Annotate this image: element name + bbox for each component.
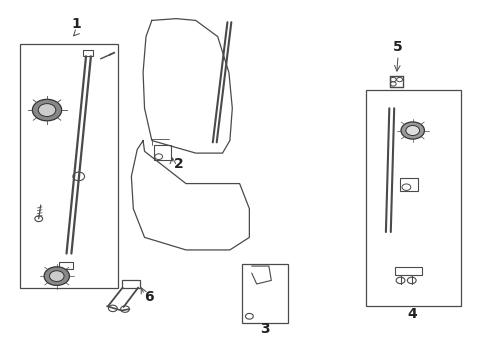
Bar [242, 264, 288, 323]
Bar [394, 267, 421, 275]
Bar [399, 178, 417, 192]
Text: 1: 1 [71, 17, 81, 31]
Bar [122, 280, 140, 288]
Bar [154, 145, 171, 160]
Bar [366, 90, 461, 306]
Circle shape [38, 104, 56, 117]
Bar [59, 262, 73, 269]
Circle shape [44, 267, 69, 285]
Text: 5: 5 [392, 40, 402, 54]
Text: 2: 2 [173, 157, 183, 171]
Bar [82, 50, 93, 56]
Bar [20, 44, 118, 288]
Circle shape [32, 99, 61, 121]
Circle shape [400, 122, 424, 139]
Text: 6: 6 [144, 289, 154, 303]
Text: 4: 4 [407, 307, 417, 321]
Text: 3: 3 [260, 322, 269, 336]
Circle shape [49, 271, 64, 282]
Circle shape [405, 126, 419, 135]
